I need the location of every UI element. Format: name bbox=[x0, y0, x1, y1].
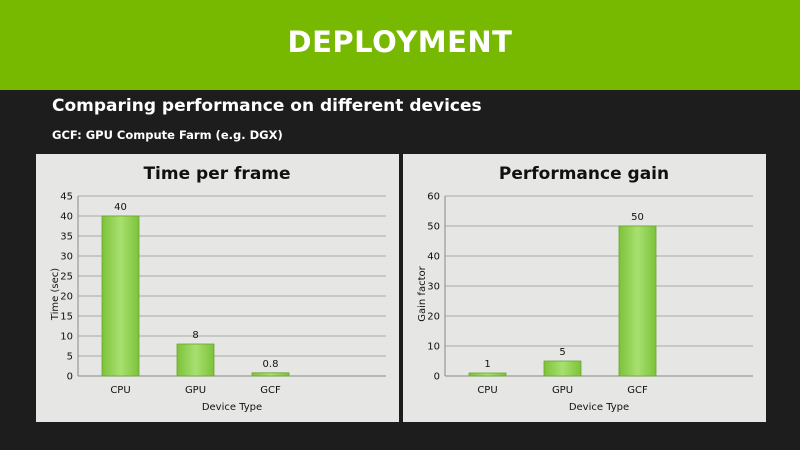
y-axis-label: Time (sec) bbox=[50, 268, 61, 321]
slide-subtitle: Comparing performance on different devic… bbox=[52, 96, 482, 116]
x-axis-label: Device Type bbox=[569, 402, 629, 413]
chart-title: Time per frame bbox=[143, 164, 290, 184]
y-tick-label: 20 bbox=[60, 292, 73, 303]
y-tick-label: 0 bbox=[434, 372, 440, 383]
x-tick-label: CPU bbox=[110, 385, 130, 396]
data-label: 50 bbox=[631, 212, 644, 223]
y-tick-label: 30 bbox=[60, 252, 73, 263]
x-tick-label: GCF bbox=[627, 385, 648, 396]
data-label: 5 bbox=[559, 347, 565, 358]
y-tick-label: 20 bbox=[427, 312, 440, 323]
y-tick-label: 35 bbox=[60, 232, 73, 243]
bar-gcf bbox=[251, 372, 290, 377]
x-tick-label: GCF bbox=[260, 385, 281, 396]
y-tick-label: 30 bbox=[427, 282, 440, 293]
bar-gcf bbox=[618, 225, 657, 377]
y-tick-label: 40 bbox=[60, 212, 73, 223]
title-banner: DEPLOYMENT bbox=[0, 0, 800, 90]
bar-cpu bbox=[101, 215, 140, 377]
y-tick-label: 10 bbox=[60, 332, 73, 343]
bar-gpu bbox=[543, 360, 582, 377]
y-tick-label: 45 bbox=[60, 192, 73, 203]
x-tick-label: GPU bbox=[185, 385, 206, 396]
y-tick-label: 15 bbox=[60, 312, 73, 323]
y-tick-label: 60 bbox=[427, 192, 440, 203]
time-per-frame-chart: Time per frame 0 5 10 15 20 25 30 35 40 45 40 CPU 8 GP… bbox=[36, 154, 399, 422]
y-tick-label: 0 bbox=[67, 372, 73, 383]
x-axis-label: Device Type bbox=[202, 402, 262, 413]
y-tick-label: 50 bbox=[427, 222, 440, 233]
x-tick-label: GPU bbox=[552, 385, 573, 396]
y-tick-label: 10 bbox=[427, 342, 440, 353]
data-label: 0.8 bbox=[263, 359, 279, 370]
bar-gpu bbox=[176, 343, 215, 377]
data-label: 8 bbox=[192, 330, 198, 341]
bar-cpu bbox=[468, 372, 507, 377]
time-per-frame-svg: Time per frame 0 5 10 15 20 25 30 35 40 45 40 CPU 8 GP… bbox=[50, 164, 386, 413]
data-label: 40 bbox=[114, 202, 127, 213]
y-tick-label: 5 bbox=[67, 352, 73, 363]
data-label: 1 bbox=[484, 359, 490, 370]
performance-gain-chart: Performance gain 0 10 20 30 40 50 60 1 CPU 5 GPU 50 G… bbox=[403, 154, 766, 422]
slide-note: GCF: GPU Compute Farm (e.g. DGX) bbox=[52, 128, 283, 142]
chart-title: Performance gain bbox=[499, 164, 669, 184]
x-tick-label: CPU bbox=[477, 385, 497, 396]
performance-gain-svg: Performance gain 0 10 20 30 40 50 60 1 CPU 5 GPU 50 G… bbox=[417, 164, 753, 413]
y-axis-label: Gain factor bbox=[417, 265, 428, 321]
y-tick-label: 25 bbox=[60, 272, 73, 283]
y-tick-label: 40 bbox=[427, 252, 440, 263]
slide-title: DEPLOYMENT bbox=[287, 25, 513, 59]
